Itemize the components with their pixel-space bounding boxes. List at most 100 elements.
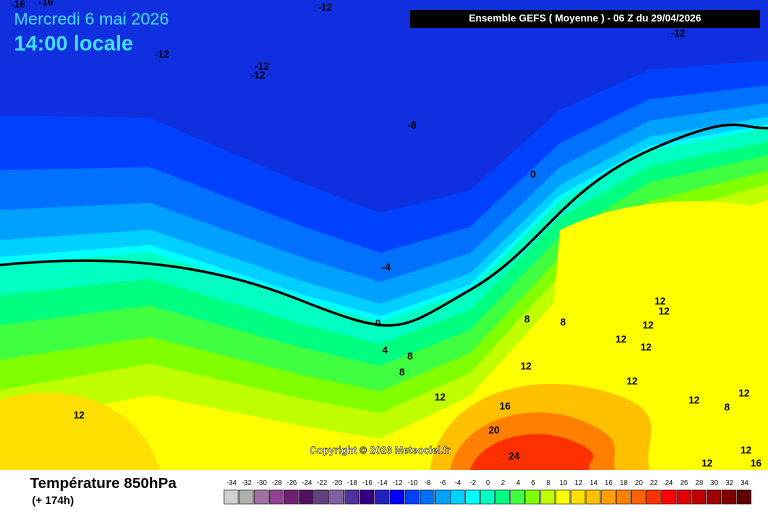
legend-swatch [314,489,329,505]
time: 14:00 locale [14,33,133,56]
legend-swatch [585,489,601,505]
contour-label: 12 [654,297,666,308]
contour-label: 24 [508,452,520,463]
legend-label: -24 [302,480,312,487]
legend-label: -28 [272,480,282,487]
legend-label: -30 [257,480,267,487]
legend-label: 16 [605,480,613,487]
contour-label: 12 [640,343,652,354]
contour-label: -12 [255,62,270,73]
copyright: Copyright © 2026 Meteociel.fr [310,446,451,457]
contour-label: 0 [375,319,381,330]
legend-swatch [706,489,722,505]
contour-label: 8 [407,352,413,363]
band [470,434,594,470]
contour-label: 12 [642,321,654,332]
contour-label: 4 [382,346,388,357]
legend-swatch [570,489,586,505]
legend-swatch [661,489,676,505]
legend-swatch [389,489,405,505]
contour-label: -4 [382,263,391,274]
contour-label: 8 [399,368,405,379]
legend-swatch [238,489,254,505]
legend-label: 28 [695,480,703,487]
legend-swatch [344,489,360,505]
contour-label: 8 [724,403,730,414]
legend-label: -2 [470,480,476,487]
contour-label: 0 [530,170,536,181]
run-box [410,10,760,28]
legend-label: 4 [516,480,520,487]
contour-label: 12 [626,377,638,388]
legend-swatch [299,489,314,505]
legend-label: -20 [332,480,342,487]
legend-swatch [329,489,344,505]
legend-label: -18 [347,480,357,487]
contour-label: 12 [701,459,713,470]
contour-label: 8 [560,318,566,329]
legend-swatch [223,489,239,505]
contour-label: -16 [39,0,54,9]
contour-label: 12 [615,335,627,346]
run-info: Ensemble GEFS ( Moyenne ) - 06 Z du 29/0… [469,14,702,25]
legend-swatch [555,489,571,505]
contour-label: -12 [671,29,686,40]
legend-swatch [434,489,450,505]
legend-swatch [540,489,556,505]
zero-isotherm [0,123,768,327]
contour-label: 12 [434,393,446,404]
lead-time: (+ 174h) [32,495,74,507]
legend-swatch [525,489,541,505]
legend-label: -14 [377,480,387,487]
legend-swatch [676,489,691,505]
footer-title: Température 850hPa [30,475,177,492]
legend-label: 32 [725,480,733,487]
legend-swatch [419,489,435,505]
date: Mercredi 6 mai 2026 [14,9,169,28]
legend-swatch [736,489,752,505]
contour-label: -12 [155,50,170,61]
legend-swatch [253,489,269,505]
legend-swatch [480,489,495,505]
legend-swatch [615,489,631,505]
legend-label: 12 [575,480,583,487]
contour-label: 20 [488,426,500,437]
legend-swatch [359,489,375,505]
contour-label: -12 [318,3,333,14]
contour-label: 12 [73,411,85,422]
legend-label: 18 [620,480,628,487]
legend-label: -32 [242,480,252,487]
contour-label: -16 [11,0,26,11]
legend-swatch [721,489,737,505]
legend-label: -4 [455,480,461,487]
legend-swatch [465,489,480,505]
legend-label: 6 [531,480,535,487]
legend-swatch [404,489,420,505]
contour-label: 12 [520,362,532,373]
contour-label: -8 [408,121,417,132]
contour-label: 12 [740,446,752,457]
legend-swatch [691,489,706,505]
legend-label: -10 [408,480,418,487]
contour-label: 8 [524,315,530,326]
legend-swatch [510,489,525,505]
contour-label: 12 [738,389,750,400]
legend-label: 34 [741,480,749,487]
legend-swatch [450,489,465,505]
legend-label: 2 [501,480,505,487]
legend-swatch [284,489,299,505]
legend-swatch [374,489,390,505]
legend-label: 24 [665,480,673,487]
legend-label: -16 [362,480,372,487]
legend-label: 10 [560,480,568,487]
legend-swatch [600,489,616,505]
legend-label: -8 [425,480,431,487]
legend-swatch [269,489,284,505]
contour-label: 16 [499,402,511,413]
legend-label: -26 [287,480,297,487]
contour-label: -12 [251,71,266,82]
legend-label: -12 [392,480,402,487]
contour-label: 12 [658,307,670,318]
